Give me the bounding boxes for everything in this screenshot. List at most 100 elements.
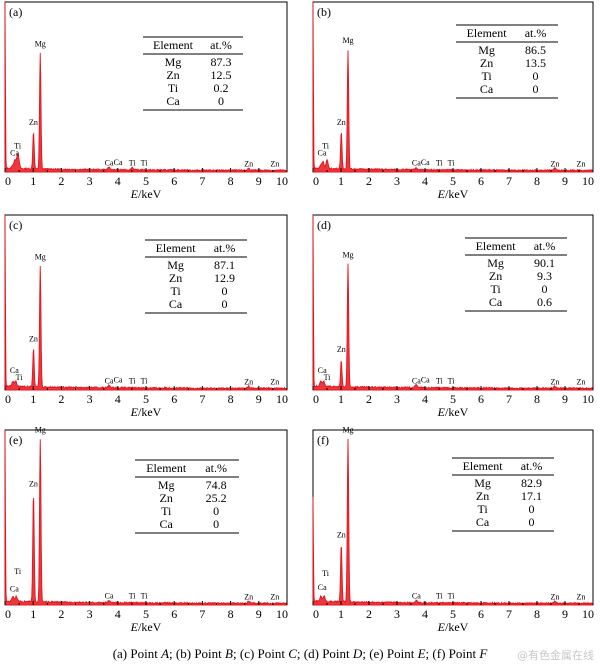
table-cell-value: 9.3 [537,269,552,283]
x-tick-label: 3 [394,392,400,406]
caption-separator: ; [362,646,370,661]
caption-point: C [288,646,297,661]
table-cell-value: 0.6 [537,295,552,309]
peak-label: Ti [436,592,444,601]
panel-label: (b) [317,5,331,19]
table-cell-value: 0.2 [214,81,229,95]
x-tick-label: 9 [256,392,262,406]
peak-label: Zn [270,592,279,601]
x-tick-label: 0 [313,174,319,188]
spectrum-series [312,1,594,173]
x-tick-label: 7 [199,392,205,406]
x-axis-label: E/keV [437,187,469,201]
table-cell-value: 0 [213,504,219,518]
table-cell-value: 74.8 [206,478,227,492]
x-tick-label: 5 [450,607,456,621]
caption-tag: (f) Point [432,646,480,661]
table-cell-element: Ti [168,81,179,95]
table-header-element: Element [467,26,508,40]
panel-frame [4,429,288,606]
table-cell-element: Ti [170,284,181,298]
peak-label: Ti [448,592,456,601]
x-axis-label-symbol: E [130,187,139,201]
panel-label: (f) [317,433,329,447]
x-tick-label: 2 [58,174,64,188]
x-axis-label-unit: /keV [445,620,469,634]
peak-label: Zn [577,592,586,601]
x-tick-label: 1 [30,607,36,621]
x-tick-label: 0 [313,607,319,621]
watermark: @有色金属在线 [517,649,594,662]
caption-separator: ; [232,646,240,661]
x-tick-label: 9 [256,607,262,621]
caption-point: B [225,646,233,661]
peak-label: Ca [10,585,19,594]
x-tick-label: 4 [422,174,428,188]
panel-frame [312,1,594,173]
table-cell-value: 0 [529,502,535,516]
peak-label: Ti [14,142,22,151]
peak-label: Ti [129,592,137,601]
peak-label: Zn [337,530,346,539]
x-tick-label: 10 [276,392,288,406]
peak-label: Ti [448,159,456,168]
x-axis-label: E/keV [130,405,162,419]
x-tick-label: 8 [534,392,540,406]
table-cell-value: 0 [533,82,539,96]
table-header-at-percent: at.% [534,239,556,253]
peak-label: Ca [318,148,327,157]
caption-tag: (b) Point [175,646,226,661]
peak-label: Mg [35,40,46,49]
panel-frame [312,429,594,606]
x-tick-label: 0 [313,392,319,406]
caption-point: A [161,646,170,661]
table-header-at-percent: at.% [214,241,236,255]
peak-label: Mg [35,425,46,434]
table-cell-value: 13.5 [525,56,546,70]
peak-label: Ti [436,377,444,386]
peak-label: Zn [337,118,346,127]
peak-label: Ca [114,158,123,167]
peak-label: Ca [412,592,421,601]
table-header-element: Element [156,241,197,255]
table-cell-element: Ca [169,297,183,311]
table-header-element: Element [476,239,517,253]
peak-label: Ca [412,377,421,386]
x-axis-label-unit: /keV [138,620,162,634]
x-tick-label: 8 [534,607,540,621]
spectrum-series [4,1,288,173]
table-cell-element: Ca [480,82,494,96]
caption-tag: (a) Point [112,646,162,661]
x-tick-label: 3 [394,174,400,188]
table-cell-value: 0 [213,517,219,531]
peak-label: Zn [337,345,346,354]
table-cell-value: 87.3 [211,55,232,69]
x-tick-label: 9 [256,174,262,188]
x-tick-label: 3 [87,392,93,406]
x-tick-label: 8 [228,392,234,406]
x-tick-label: 1 [30,174,36,188]
x-tick-label: 6 [171,174,177,188]
table-header-element: Element [146,461,187,475]
table-cell-value: 25.2 [206,491,227,505]
table-cell-element: Zn [480,56,493,70]
table-cell-value: 0 [218,94,224,108]
panel-label: (d) [317,218,331,232]
x-tick-label: 8 [534,174,540,188]
x-tick-label: 7 [506,174,512,188]
table-cell-value: 12.9 [214,271,235,285]
peak-label: Mg [342,425,353,434]
peak-label: Ti [322,142,330,151]
table-cell-value: 0 [529,515,535,529]
caption-tag: (e) Point [369,646,418,661]
x-axis-label: E/keV [130,620,162,634]
caption-point: E [417,646,426,661]
peak-label: Ca [105,159,114,168]
caption-point: F [479,646,488,661]
table-cell-element: Ti [161,504,172,518]
x-tick-label: 4 [115,174,121,188]
peak-label: Zn [270,377,279,386]
peak-label: Zn [29,335,38,344]
peak-label: Zn [29,480,38,489]
peak-label: Zn [577,377,586,386]
